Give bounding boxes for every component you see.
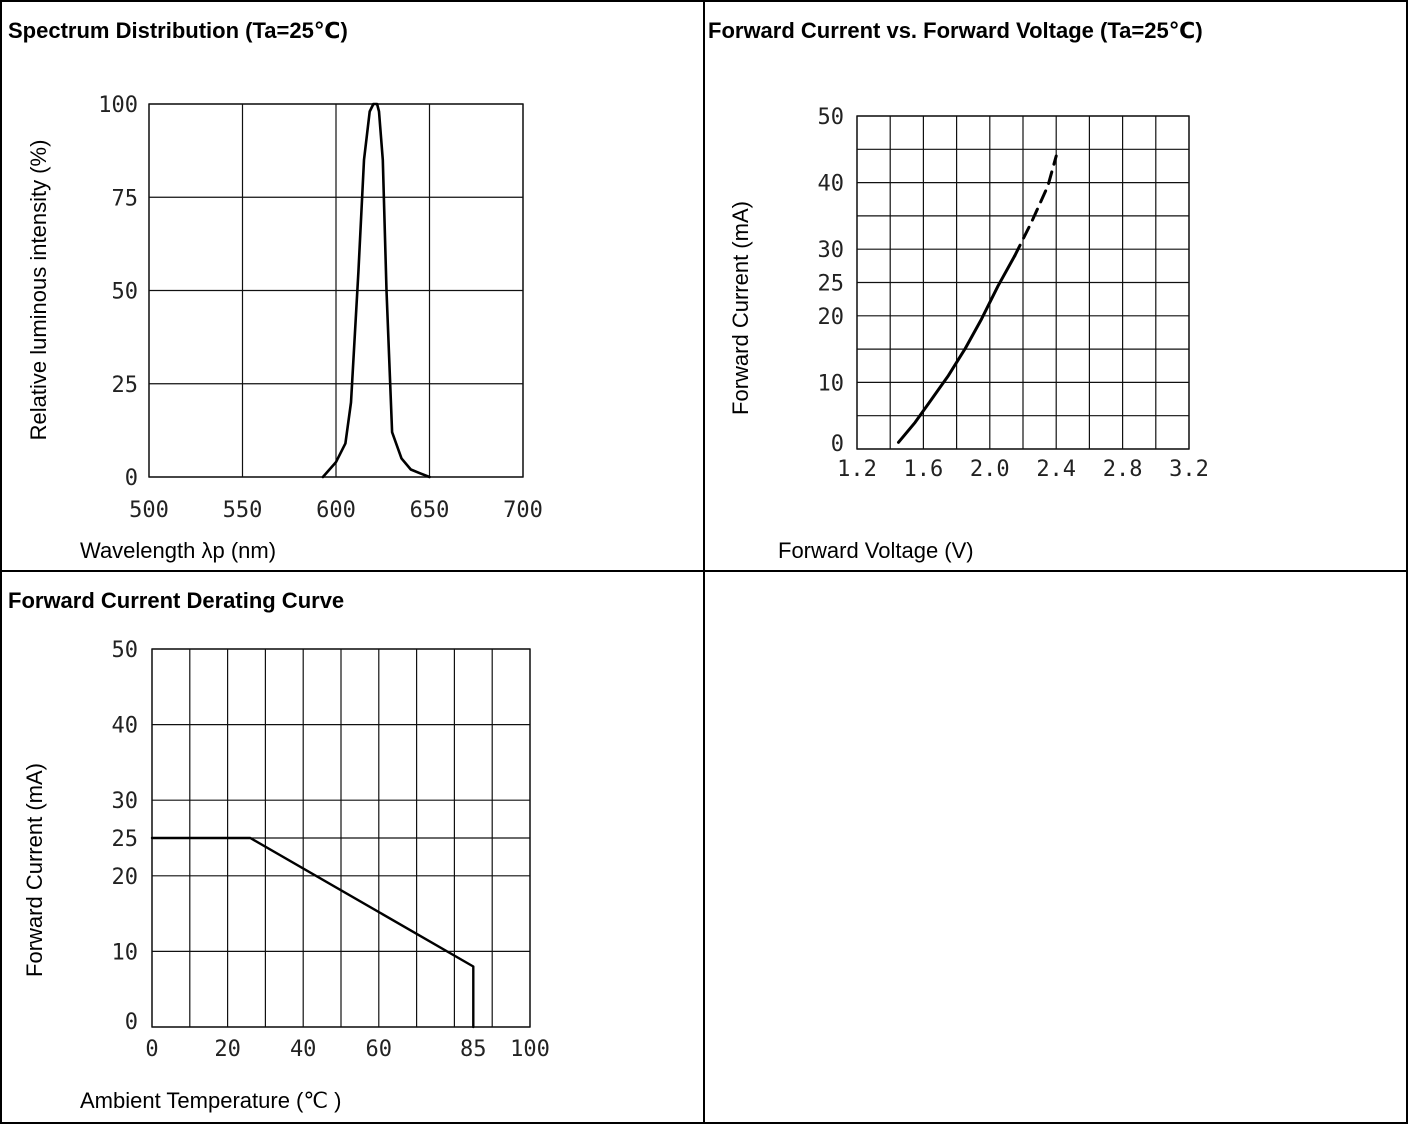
x-tick-label: 60	[366, 1037, 393, 1062]
y-tick-label: 10	[818, 371, 845, 396]
y-axis-label: Forward Current (mA)	[728, 201, 753, 415]
y-tick-label: 50	[112, 638, 139, 663]
x-tick-label: 600	[316, 498, 356, 523]
x-tick-label: 650	[410, 498, 450, 523]
derating-chart-title: Forward Current Derating Curve	[8, 588, 345, 613]
y-tick-label: 25	[112, 827, 139, 852]
x-tick-label: 100	[510, 1037, 550, 1062]
y-tick-label: 25	[818, 272, 845, 297]
x-tick-label: 40	[290, 1037, 317, 1062]
y-tick-label: 30	[818, 238, 845, 263]
x-axis-label: Ambient Temperature (℃ )	[80, 1088, 342, 1113]
plot-border	[148, 103, 524, 478]
forward-iv-chart: 1.2 1.6 2.0 2.4 2.8 3.2 0 10 20 25 30 40 50 Forward V…	[728, 105, 1209, 563]
y-tick-label: 75	[112, 186, 139, 211]
series-line	[321, 102, 431, 479]
x-tick-label: 500	[129, 498, 169, 523]
series-line	[1013, 154, 1058, 258]
x-tick-label: 1.2	[837, 457, 877, 482]
x-tick-label: 1.6	[904, 457, 944, 482]
x-tick-label: 700	[503, 498, 543, 523]
x-tick-label: 85	[460, 1037, 487, 1062]
y-tick-label: 0	[125, 466, 138, 491]
spectrum-chart: 500 550 600 650 700 0 25 50 75 100 Wavelength λp (…	[26, 93, 543, 563]
x-axis-label: Forward Voltage (V)	[778, 538, 974, 563]
y-tick-label: 50	[112, 280, 139, 305]
y-axis-label: Forward Current (mA)	[22, 763, 47, 977]
y-tick-label: 40	[112, 714, 139, 739]
y-tick-label: 40	[818, 172, 845, 197]
series-line	[897, 254, 1017, 444]
x-axis-label: Wavelength λp (nm)	[80, 538, 276, 563]
y-tick-label: 30	[112, 789, 139, 814]
plot-border	[856, 115, 1190, 450]
spectrum-chart-title: Spectrum Distribution (Ta=25℃)	[8, 18, 348, 43]
panel-divider-vertical	[703, 0, 705, 1124]
y-tick-label: 25	[112, 373, 139, 398]
x-tick-label: 3.2	[1169, 457, 1209, 482]
x-tick-label: 20	[214, 1037, 241, 1062]
iv-chart-title: Forward Current vs. Forward Voltage (Ta=…	[708, 18, 1203, 43]
x-tick-label: 2.4	[1036, 457, 1076, 482]
y-tick-label: 20	[112, 865, 139, 890]
derating-chart: 0 20 40 60 85 100 0 10 20 25 30 40 50 Ambient Tempera…	[22, 638, 550, 1113]
y-tick-label: 100	[98, 93, 138, 118]
y-axis-label: Relative luminous intensity (%)	[26, 140, 51, 441]
series-line	[150, 836, 475, 1029]
y-tick-label: 0	[831, 432, 844, 457]
y-tick-label: 50	[818, 105, 845, 130]
y-tick-label: 0	[125, 1010, 138, 1035]
x-tick-label: 0	[145, 1037, 158, 1062]
panel-divider-horizontal	[0, 570, 1408, 572]
y-tick-label: 20	[818, 305, 845, 330]
y-tick-label: 10	[112, 940, 139, 965]
x-tick-label: 2.0	[970, 457, 1010, 482]
x-tick-label: 2.8	[1103, 457, 1143, 482]
x-tick-label: 550	[223, 498, 263, 523]
